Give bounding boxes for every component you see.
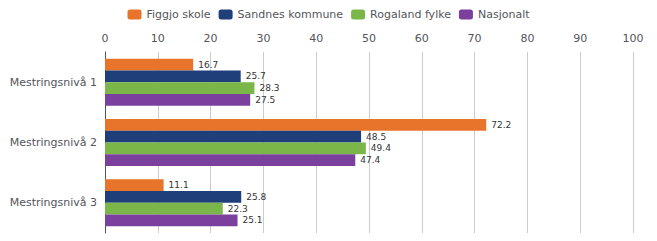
svg-text:11.1: 11.1 — [169, 180, 189, 190]
svg-text:47.4: 47.4 — [360, 155, 380, 165]
svg-text:Mestringsnivå 2: Mestringsnivå 2 — [10, 136, 97, 149]
svg-text:70: 70 — [468, 32, 482, 45]
svg-text:80: 80 — [520, 32, 534, 45]
svg-text:28.3: 28.3 — [259, 83, 279, 93]
svg-text:Rogaland fylke: Rogaland fylke — [370, 8, 451, 21]
svg-text:27.5: 27.5 — [255, 95, 275, 105]
svg-text:40: 40 — [309, 32, 323, 45]
svg-text:72.2: 72.2 — [491, 120, 511, 130]
svg-text:30: 30 — [256, 32, 270, 45]
svg-text:60: 60 — [415, 32, 429, 45]
svg-text:20: 20 — [204, 32, 218, 45]
svg-text:22.3: 22.3 — [228, 204, 248, 214]
svg-text:25.8: 25.8 — [246, 192, 266, 202]
svg-text:100: 100 — [623, 32, 644, 45]
svg-text:25.1: 25.1 — [243, 215, 263, 225]
svg-text:Mestringsnivå 3: Mestringsnivå 3 — [10, 196, 97, 209]
svg-text:16.7: 16.7 — [198, 60, 218, 70]
svg-text:90: 90 — [573, 32, 587, 45]
svg-text:Nasjonalt: Nasjonalt — [478, 8, 530, 21]
svg-text:Mestringsnivå 1: Mestringsnivå 1 — [10, 76, 97, 89]
svg-text:50: 50 — [362, 32, 376, 45]
svg-text:25.7: 25.7 — [246, 71, 266, 81]
svg-text:48.5: 48.5 — [366, 132, 386, 142]
svg-text:Figgjo skole: Figgjo skole — [147, 8, 211, 21]
svg-text:10: 10 — [151, 32, 165, 45]
svg-text:Sandnes kommune: Sandnes kommune — [238, 8, 344, 21]
svg-text:0: 0 — [102, 32, 109, 45]
svg-text:49.4: 49.4 — [371, 143, 391, 153]
